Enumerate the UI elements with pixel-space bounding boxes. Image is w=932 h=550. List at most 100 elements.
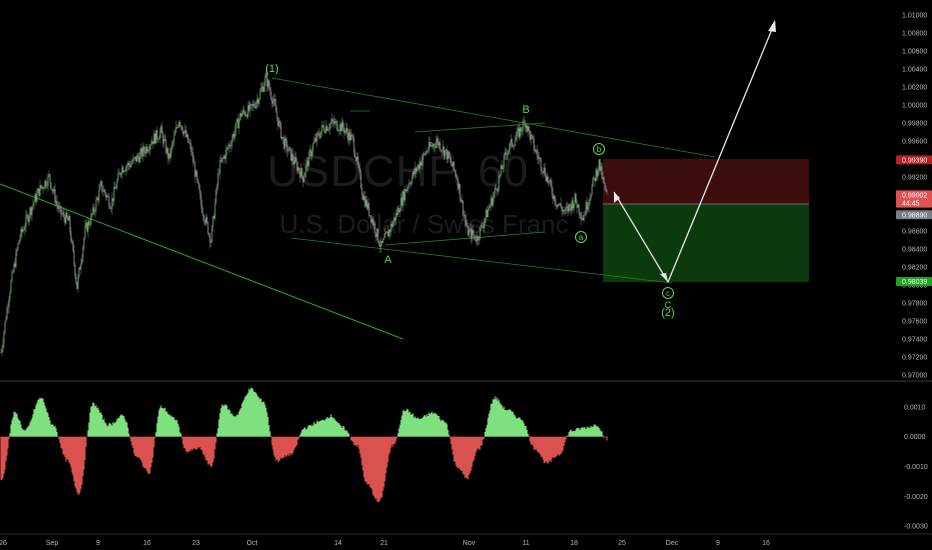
projection-up-leg[interactable]	[667, 21, 776, 283]
candle	[569, 203, 571, 212]
oscillator-tick-label: 0.0000	[904, 434, 926, 441]
candle	[52, 187, 54, 195]
candle	[184, 123, 186, 135]
candle	[274, 94, 276, 107]
candle	[146, 143, 148, 154]
candle	[582, 215, 584, 221]
candle	[50, 181, 52, 191]
candle	[240, 109, 242, 121]
candle	[311, 146, 313, 161]
candle	[357, 152, 359, 169]
candle	[79, 265, 81, 270]
candle	[509, 141, 511, 155]
candle	[519, 125, 521, 140]
candle	[546, 172, 548, 184]
candle	[290, 147, 292, 162]
time-tick-label: 16	[762, 540, 770, 547]
candle	[25, 209, 27, 233]
candle	[549, 177, 551, 185]
candle	[595, 168, 597, 183]
candle	[606, 189, 608, 195]
candle	[55, 195, 57, 207]
candle	[135, 156, 137, 165]
candle	[277, 117, 279, 130]
oscillator-axis[interactable]: 0.0010 0.0000 -0.0010 -0.0020 -0.0030	[904, 404, 928, 530]
candle	[54, 183, 56, 207]
candle	[306, 156, 308, 172]
candle	[202, 207, 204, 221]
candle	[176, 124, 178, 130]
a-wave-bottom-line[interactable]	[384, 231, 546, 246]
candle	[70, 226, 72, 244]
candle	[498, 170, 500, 192]
candle	[58, 201, 60, 213]
candle	[405, 189, 407, 192]
candle	[426, 149, 428, 154]
candle	[605, 185, 607, 193]
candle	[23, 225, 25, 231]
candle	[455, 169, 457, 181]
candle	[247, 102, 249, 119]
candle	[305, 163, 307, 179]
candle	[516, 127, 518, 143]
candle	[255, 101, 257, 110]
candle	[431, 141, 433, 149]
projection-down-leg[interactable]	[613, 191, 669, 283]
time-tick-label: Dec	[666, 540, 679, 547]
candle	[91, 213, 93, 219]
candle	[125, 164, 127, 177]
candle	[281, 136, 283, 141]
candle	[415, 166, 417, 178]
price-tag: 0.99390	[896, 155, 932, 165]
price-tick-label: 1.00400	[902, 67, 927, 74]
candle	[424, 152, 426, 157]
candle	[397, 205, 399, 217]
candle	[196, 169, 198, 183]
support-trendline[interactable]	[0, 183, 404, 340]
candle	[548, 180, 550, 187]
candle	[211, 224, 213, 243]
lower-channel-line[interactable]	[290, 237, 673, 284]
price-tags: 0.99390 0.99002 44:45 0.98890 0.98039	[896, 155, 932, 286]
candle	[416, 165, 418, 174]
upper-channel-line[interactable]	[271, 77, 716, 158]
projection-arrows	[613, 20, 776, 283]
candle	[185, 125, 187, 138]
time-axis[interactable]: 26 Sep 9 16 23 Oct 14 21 Nov 11 18 25 Dec 9 16	[0, 540, 770, 547]
candle	[564, 206, 566, 215]
candle	[210, 239, 212, 247]
take-profit-zone[interactable]	[603, 204, 809, 282]
candle	[112, 198, 114, 207]
candle	[254, 100, 256, 110]
candle	[14, 257, 16, 269]
candle	[354, 148, 356, 159]
candle	[136, 153, 138, 162]
candle	[271, 96, 273, 109]
candle	[273, 93, 275, 107]
candle	[120, 171, 122, 178]
candle	[403, 188, 405, 203]
candle	[127, 160, 129, 171]
candle	[22, 227, 24, 234]
candle	[316, 131, 318, 148]
candle	[1, 345, 3, 356]
candle	[321, 121, 323, 136]
candle	[97, 195, 99, 207]
candle	[496, 188, 498, 197]
candle	[80, 259, 82, 275]
stop-loss-zone[interactable]	[603, 159, 809, 204]
price-tick-label: 0.97200	[902, 355, 927, 362]
candle	[491, 195, 493, 207]
candle	[326, 124, 328, 132]
candle	[101, 180, 103, 194]
candle	[269, 82, 271, 96]
wave-label-c-circle: c	[662, 287, 674, 299]
wave-label-B: B	[522, 104, 529, 116]
candle	[76, 281, 78, 290]
candle	[153, 129, 155, 144]
candle	[114, 181, 116, 189]
oscillator-tick-label: -0.0020	[904, 494, 928, 501]
candle	[411, 173, 413, 186]
candle	[166, 146, 168, 156]
